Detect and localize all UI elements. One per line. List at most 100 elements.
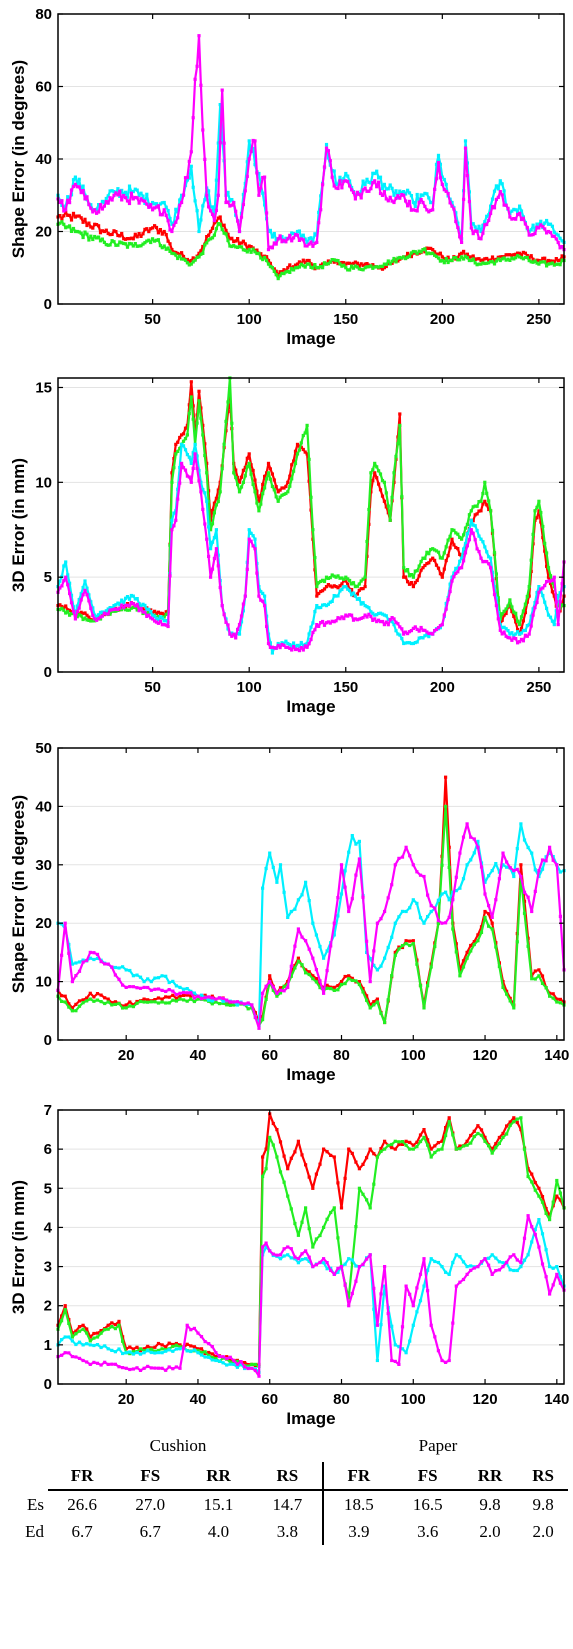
data-point [425,633,429,637]
data-point [102,204,106,208]
data-point [296,1233,300,1237]
data-point [301,644,305,648]
data-point [220,227,224,231]
data-point [245,174,249,178]
data-point [307,632,311,636]
data-point [546,229,551,234]
data-point [125,595,130,599]
data-point [293,907,297,911]
data-point [85,1360,89,1364]
data-point [540,974,545,978]
series-markers-fs [56,220,566,281]
data-point [548,579,553,583]
data-point [525,624,529,628]
series-markers-rr [56,442,566,655]
data-point [95,223,99,227]
data-point [255,489,259,493]
data-point [307,1259,311,1263]
data-point [317,606,321,610]
data-point [141,232,145,236]
data-point [325,969,329,973]
data-point [451,1133,455,1137]
data-point [170,251,174,255]
data-point [210,226,215,230]
data-point [315,623,319,627]
data-point [170,528,174,532]
data-point [209,229,213,234]
data-point [548,615,553,619]
data-point [290,239,294,243]
data-point [305,641,309,646]
data-point [92,957,96,962]
data-point [444,257,448,261]
data-point [355,584,359,588]
group-title-paper: Paper [418,1436,458,1455]
data-point [413,569,417,573]
data-point [529,614,533,618]
data-point [85,586,89,590]
data-point [74,1342,78,1347]
data-point [533,889,537,893]
data-point [166,624,170,629]
data-point [404,1351,408,1355]
data-point [69,612,74,616]
data-point [392,259,396,263]
data-point [116,243,120,247]
data-point [471,519,475,523]
data-point [322,1257,326,1261]
data-point [502,609,506,613]
data-point [508,598,512,602]
data-point [354,979,358,983]
data-point [454,571,458,575]
data-point [218,585,222,590]
data-point [330,175,334,179]
data-point [431,208,435,212]
data-point [216,564,220,568]
data-point [415,569,419,573]
data-point [106,231,110,236]
data-point [458,252,462,256]
data-point [95,618,99,622]
data-point [253,537,257,541]
data-point [261,991,265,995]
data-point [268,245,272,249]
data-point [541,536,545,540]
data-point [303,244,307,248]
data-point [160,997,164,1001]
data-point [91,614,95,618]
data-point [348,578,352,583]
data-point [343,885,347,889]
data-point [141,199,145,203]
data-point [203,453,207,458]
data-point [304,968,308,972]
data-point [521,609,525,613]
data-point [448,534,452,538]
y-tick-label: 2 [44,1298,52,1315]
data-point [60,574,64,579]
data-point [494,862,498,866]
data-point [355,265,359,269]
data-point [383,1139,387,1143]
data-point [292,459,296,463]
data-point [288,474,292,478]
data-point [537,509,541,513]
data-point [458,552,462,556]
data-point [217,1359,222,1363]
data-point [342,179,346,183]
data-point [512,1268,516,1273]
data-point [411,1304,415,1308]
data-point [498,255,502,259]
data-point [318,1162,322,1166]
data-point [293,232,298,237]
data-point [295,442,300,446]
data-point [375,169,379,173]
data-point [110,1325,114,1329]
data-point [322,165,327,169]
data-point [64,210,68,214]
data-point [346,577,350,581]
data-point [164,623,168,627]
data-point [112,604,116,608]
data-point [218,141,222,145]
data-point [265,624,269,628]
data-point [292,232,296,236]
